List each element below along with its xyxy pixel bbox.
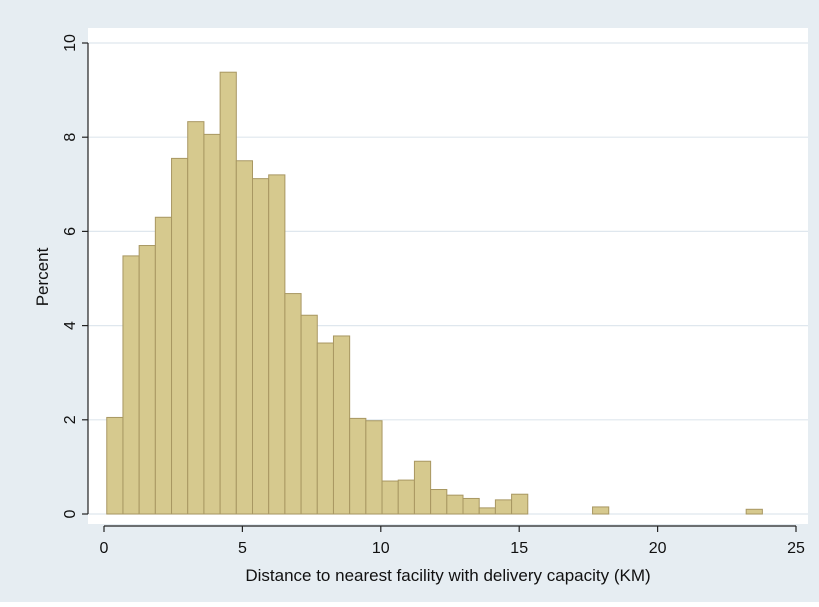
y-tick-label: 4 xyxy=(62,321,79,330)
x-tick-label: 0 xyxy=(100,540,109,557)
histogram-bar xyxy=(397,479,415,515)
histogram-bar xyxy=(511,493,529,515)
histogram-bar xyxy=(365,420,383,515)
y-axis-label: Percent xyxy=(33,247,52,306)
histogram-bar xyxy=(252,178,270,515)
histogram-bar xyxy=(592,506,610,515)
histogram-bar xyxy=(381,480,399,515)
histogram-bar xyxy=(462,497,480,515)
axes: 0 2 4 6 8 10 0 5 10 15 20 25 xyxy=(62,34,805,557)
histogram-bar xyxy=(446,494,464,515)
y-tick-label: 8 xyxy=(62,133,79,142)
y-tick-label: 6 xyxy=(62,227,79,236)
histogram-bar xyxy=(138,245,156,515)
x-tick-label: 25 xyxy=(787,540,805,557)
y-tick-label: 0 xyxy=(62,509,79,518)
bars xyxy=(106,71,763,515)
histogram-bar xyxy=(478,507,496,515)
histogram-bar xyxy=(154,216,173,515)
histogram-bar xyxy=(203,133,221,515)
x-tick-label: 5 xyxy=(238,540,247,557)
x-tick-label: 20 xyxy=(649,540,667,557)
histogram-bar xyxy=(300,314,318,515)
x-tick-label: 10 xyxy=(372,540,390,557)
histogram-bar xyxy=(745,508,763,515)
histogram-bar xyxy=(106,416,124,515)
histogram-bar xyxy=(316,342,334,515)
histogram-bar xyxy=(349,417,367,515)
histogram-bar xyxy=(284,293,302,515)
histogram-bar xyxy=(235,160,254,515)
x-tick-label: 15 xyxy=(510,540,528,557)
histogram-bar xyxy=(332,335,351,515)
y-tick-label: 2 xyxy=(62,415,79,424)
histogram-bar xyxy=(268,174,286,515)
histogram-bar xyxy=(122,255,140,515)
histogram-bar xyxy=(219,71,237,515)
histogram-bar xyxy=(494,499,513,515)
x-axis-label: Distance to nearest facility with delive… xyxy=(245,566,650,585)
histogram-bar xyxy=(413,460,432,515)
histogram-bar xyxy=(430,489,448,515)
histogram-bar xyxy=(171,157,189,515)
y-tick-label: 10 xyxy=(62,34,79,52)
histogram-bar xyxy=(187,121,205,515)
